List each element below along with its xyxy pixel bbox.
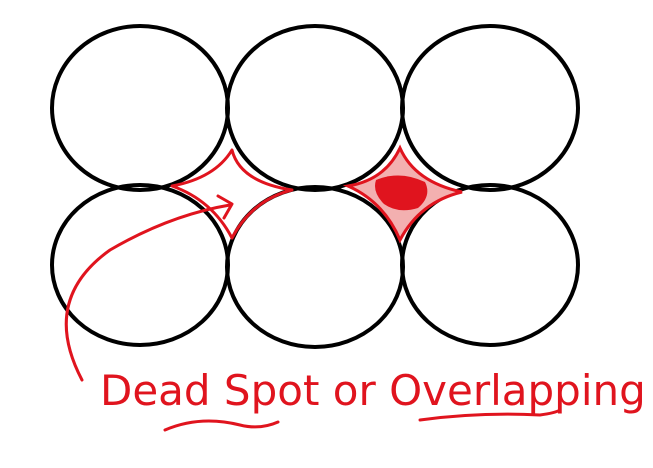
circle	[400, 183, 580, 347]
underline	[418, 408, 562, 422]
arrow	[64, 203, 232, 382]
circle	[50, 183, 230, 347]
dead-spot	[170, 148, 294, 240]
circle	[400, 24, 580, 192]
annotation: Dead Spot or Overlapping	[100, 366, 646, 415]
circle	[225, 24, 405, 192]
arrow-head	[216, 194, 234, 220]
circles	[50, 24, 580, 349]
underline	[163, 419, 280, 432]
circle	[50, 24, 230, 192]
overlap-fill	[375, 175, 428, 211]
